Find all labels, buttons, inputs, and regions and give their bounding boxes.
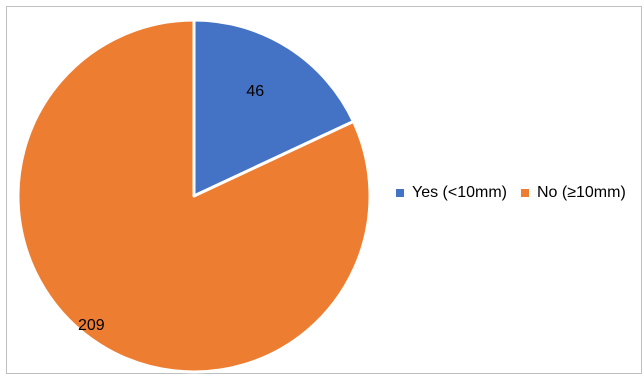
pie-slice-no [16, 18, 372, 374]
data-label-no: 209 [78, 317, 105, 334]
legend-entry-yes: Yes (<10mm) [396, 184, 507, 202]
legend-label-yes: Yes (<10mm) [412, 184, 507, 201]
legend-label-no: No (≥10mm) [537, 184, 626, 201]
legend-swatch-yes [396, 189, 404, 197]
chart-legend: Yes (<10mm) No (≥10mm) [396, 184, 640, 202]
pie-data-labels: 46 209 [78, 83, 264, 334]
legend-swatch-no [521, 189, 529, 197]
pie-slice-yes [192, 18, 355, 198]
legend-entry-no: No (≥10mm) [521, 184, 626, 202]
data-label-yes: 46 [246, 83, 264, 100]
pie-slices [16, 18, 372, 374]
